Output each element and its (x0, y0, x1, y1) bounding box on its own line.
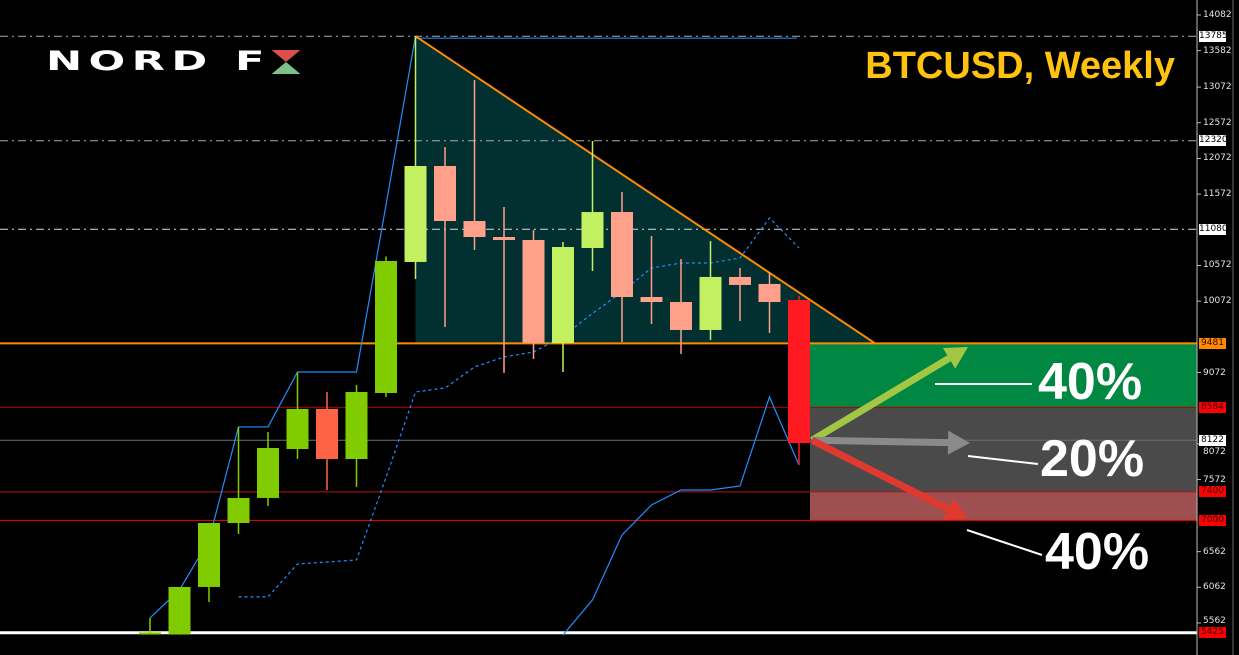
price-tick-label: 11572 (1203, 189, 1232, 200)
zone-down (810, 491, 1197, 521)
nordfx-logo: NORD F (46, 47, 300, 77)
candle-body (404, 165, 427, 262)
logo-x-mark (270, 50, 300, 74)
scenario-sideways-label: 20% (1040, 430, 1145, 488)
chart-title: BTCUSD, Weekly (865, 45, 1175, 87)
candle-body (375, 260, 397, 393)
price-level-badge: 5425 (1199, 627, 1226, 639)
candle-body (227, 497, 250, 524)
leader-line-down (966, 529, 1043, 556)
candle-body (316, 408, 338, 460)
candle-body (168, 586, 191, 635)
price-level-badge: 12320 (1199, 135, 1228, 147)
price-tick-label: 10072 (1203, 296, 1232, 307)
price-tick-label: 12072 (1203, 153, 1232, 164)
price-level-badge: 7000 (1199, 514, 1226, 526)
candle-body (139, 632, 161, 635)
triangle-resistance-line (414, 35, 876, 345)
price-tick-label: 6062 (1203, 582, 1226, 593)
arrow-down-shaft (810, 437, 950, 513)
candle-body (257, 448, 279, 498)
price-level-badge: 8584 (1199, 401, 1226, 413)
zone-sideways (810, 407, 1197, 492)
price-tick-label: 10572 (1203, 260, 1232, 271)
candle-body (670, 302, 692, 330)
arrow-sideways-shaft (811, 436, 949, 447)
zone-up (810, 343, 1197, 408)
candle-body (699, 276, 722, 330)
price-tick-label: 13072 (1203, 82, 1232, 93)
indicator-solid-line (149, 36, 417, 619)
candle-body (522, 239, 545, 343)
candle-body (286, 408, 309, 450)
price-level-badge: 8122 (1199, 434, 1226, 446)
price-tick-label: 6562 (1203, 546, 1226, 557)
price-level-badge: 7400 (1199, 486, 1226, 498)
candle-body (581, 212, 604, 248)
price-tick-label: 12572 (1203, 117, 1232, 128)
price-level-badge: 9481 (1199, 337, 1226, 349)
candle-body (758, 283, 781, 303)
indicator-dotted-line (238, 217, 800, 598)
candle-body (493, 237, 515, 240)
arrow-sideways-head (947, 430, 970, 455)
price-tick-label: 5562 (1203, 616, 1226, 627)
candle-body (463, 221, 486, 238)
price-level-badge: 13785 (1199, 30, 1228, 42)
price-tick-label: 7572 (1203, 474, 1226, 485)
candle-body (729, 276, 751, 285)
arrow-up-shaft (810, 355, 951, 444)
candle-body (198, 523, 220, 587)
candle-body (788, 300, 810, 444)
candle-body (434, 165, 456, 222)
price-tick-label: 9072 (1203, 367, 1226, 378)
leader-line-sideways (967, 455, 1039, 465)
arrow-up-head (942, 347, 968, 369)
candle-body (611, 212, 633, 298)
scenario-down-label: 40% (1045, 523, 1150, 581)
candle-body (640, 297, 663, 303)
arrow-down-head (942, 498, 968, 520)
price-tick-label: 13582 (1203, 45, 1232, 56)
price-level-badge: 11080 (1199, 223, 1228, 235)
price-tick-label: 14082 (1203, 10, 1232, 20)
candle-body (552, 246, 574, 343)
indicator-lagging-line (562, 395, 800, 636)
candle-body (345, 391, 368, 460)
price-tick-label: 8072 (1203, 446, 1226, 457)
scenario-up-label: 40% (1038, 353, 1143, 411)
